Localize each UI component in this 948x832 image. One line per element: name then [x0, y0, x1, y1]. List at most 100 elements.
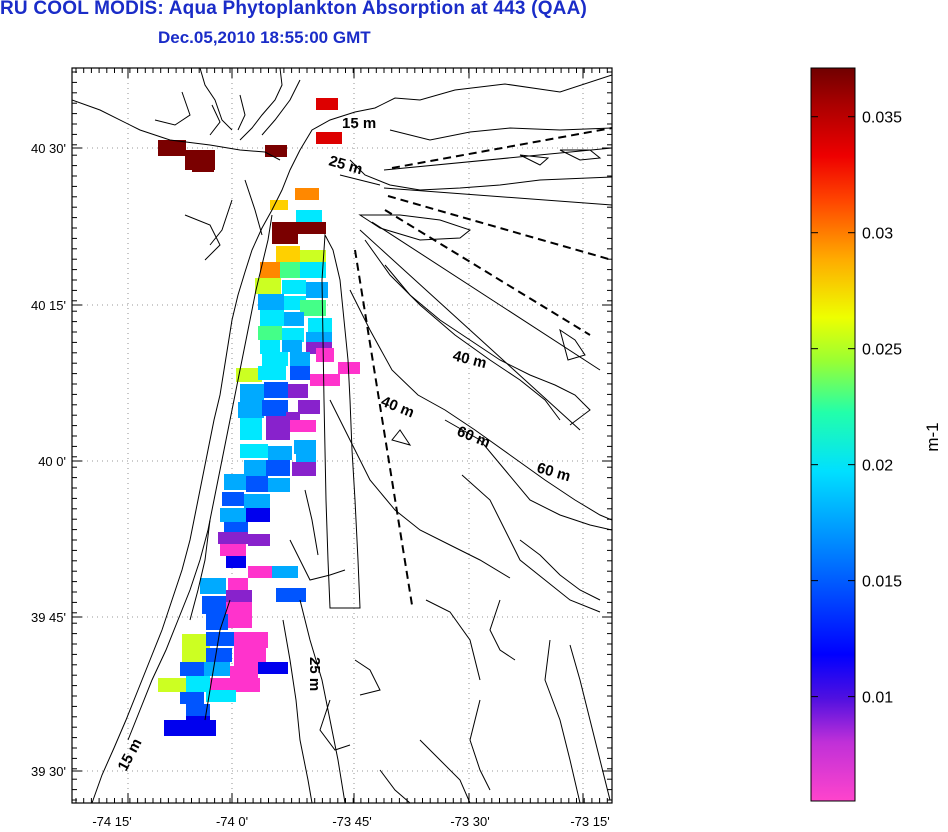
absorption-pixel	[220, 508, 246, 522]
absorption-pixel	[290, 352, 310, 366]
absorption-pixel	[246, 508, 270, 522]
absorption-pixel	[276, 588, 306, 602]
colorbar	[810, 67, 856, 802]
absorption-pixel	[226, 590, 252, 602]
lat-label: 40 0'	[38, 454, 66, 469]
absorption-pixels	[158, 98, 360, 736]
colorbar-tick-label: 0.02	[862, 458, 893, 475]
absorption-pixel	[238, 678, 260, 692]
absorption-pixel	[258, 662, 288, 674]
absorption-pixel	[158, 678, 186, 692]
absorption-pixel	[186, 704, 210, 716]
absorption-pixel	[206, 614, 228, 630]
contour-label-25m-south: 25 m	[306, 657, 323, 691]
absorption-pixel	[206, 690, 236, 702]
absorption-pixel	[258, 326, 282, 340]
absorption-pixel	[158, 140, 186, 156]
absorption-pixel	[282, 328, 304, 342]
colorbar-tick-label: 0.015	[862, 574, 902, 591]
absorption-pixel	[280, 262, 302, 278]
absorption-pixel	[248, 566, 272, 578]
absorption-pixel	[316, 98, 338, 110]
absorption-pixel	[290, 420, 316, 432]
gridlines	[72, 68, 612, 803]
lon-label: -74 15'	[92, 814, 131, 829]
absorption-pixel	[272, 566, 298, 578]
absorption-pixel	[265, 145, 287, 157]
absorption-pixel	[268, 478, 290, 492]
absorption-pixel	[338, 362, 360, 374]
page-subtitle: Dec.05,2010 18:55:00 GMT	[158, 28, 371, 47]
lat-label: 40 30'	[31, 141, 66, 156]
absorption-pixel	[288, 384, 308, 398]
absorption-pixel	[200, 578, 226, 594]
absorption-pixel	[244, 494, 270, 508]
map-frame	[71, 67, 613, 804]
absorption-pixel	[218, 532, 248, 544]
absorption-pixel	[266, 460, 290, 476]
colorbar-tick-label: 0.01	[862, 690, 893, 707]
absorption-pixel	[206, 632, 234, 646]
absorption-pixel	[192, 158, 214, 172]
absorption-pixel	[210, 678, 238, 692]
absorption-pixel	[226, 602, 252, 614]
lat-axis-labels: 40 30' 40 15' 40 0' 39 45' 39 30'	[31, 141, 66, 779]
absorption-pixel	[290, 366, 310, 380]
absorption-pixel	[284, 312, 304, 326]
absorption-pixel	[206, 648, 232, 662]
absorption-pixel	[204, 662, 230, 676]
absorption-pixel	[240, 384, 264, 402]
absorption-pixel	[272, 222, 298, 244]
lat-label: 39 30'	[31, 764, 66, 779]
absorption-pixel	[298, 400, 320, 414]
absorption-pixel	[316, 132, 342, 144]
absorption-pixel	[300, 262, 326, 278]
lat-label: 40 15'	[31, 298, 66, 313]
absorption-pixel	[224, 474, 248, 490]
absorption-pixel	[234, 632, 268, 648]
colorbar-unit-label: m-1	[923, 422, 942, 451]
lon-label: -73 45'	[332, 814, 371, 829]
absorption-pixel	[282, 340, 302, 352]
absorption-pixel	[255, 278, 281, 294]
absorption-pixel	[258, 366, 286, 380]
absorption-pixel	[262, 400, 288, 416]
lon-label: -74 0'	[216, 814, 248, 829]
absorption-pixel	[180, 662, 204, 676]
absorption-pixel	[262, 352, 288, 366]
absorption-pixel	[270, 200, 288, 210]
lon-axis-labels: -74 15' -74 0' -73 45' -73 30' -73 15'	[92, 814, 609, 829]
absorption-pixel	[228, 578, 248, 590]
absorption-pixel	[222, 492, 244, 506]
absorption-pixel	[186, 676, 210, 692]
absorption-pixel	[244, 460, 266, 476]
absorption-pixel	[296, 450, 316, 464]
absorption-pixel	[316, 348, 334, 362]
coastline	[72, 68, 612, 803]
contour-label-15m-north: 15 m	[342, 115, 376, 132]
lon-label: -73 15'	[570, 814, 609, 829]
absorption-pixel	[298, 222, 326, 234]
absorption-pixel	[310, 374, 340, 386]
absorption-pixel	[295, 188, 319, 200]
absorption-pixel	[240, 444, 268, 458]
absorption-pixel	[260, 310, 284, 326]
lat-label: 39 45'	[31, 610, 66, 625]
absorption-pixel	[260, 262, 280, 278]
absorption-pixel	[264, 382, 288, 398]
absorption-pixel	[182, 648, 206, 662]
absorption-pixel	[292, 462, 316, 476]
absorption-pixel	[202, 596, 226, 614]
absorption-pixel	[276, 246, 300, 262]
absorption-pixel	[296, 210, 322, 222]
absorption-pixel	[306, 332, 332, 344]
absorption-pixel	[300, 250, 326, 264]
absorption-pixel	[286, 412, 300, 422]
colorbar-tick-label: 0.025	[862, 342, 902, 359]
absorption-pixel	[282, 280, 306, 294]
axis-ticks	[72, 68, 612, 803]
absorption-pixel	[238, 402, 264, 418]
colorbar-tick-label: 0.03	[862, 226, 893, 243]
absorption-pixel	[234, 648, 266, 666]
